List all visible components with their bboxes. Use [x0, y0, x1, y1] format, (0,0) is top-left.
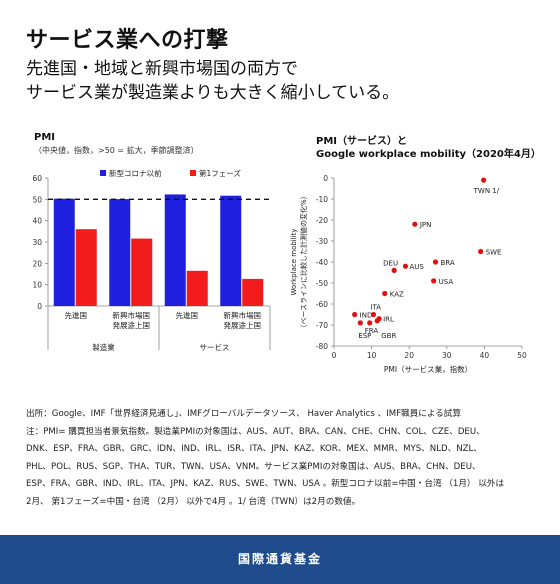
legend-swatch	[190, 170, 196, 176]
note-line: ESP、FRA、GBR、IND、IRL、ITA、JPN、KAZ、RUS、SWE、…	[26, 479, 505, 490]
y-tick-label: -20	[316, 216, 328, 225]
x-tick-label: 10	[367, 351, 377, 360]
scatter-point	[367, 320, 373, 326]
scatter-point	[402, 263, 409, 269]
point-label: IRL	[383, 316, 394, 324]
bar-phase1	[75, 229, 97, 306]
bar-pre-covid	[109, 199, 131, 306]
bar-pre-covid	[164, 194, 186, 306]
point-label: FRA	[365, 327, 379, 335]
x-tick-label: 30	[442, 351, 452, 360]
scatter-point	[391, 267, 397, 273]
bar-pre-covid	[220, 195, 242, 306]
right-chart-title-line-1: PMI（サービス）と	[316, 136, 408, 147]
scatter-point	[481, 177, 487, 183]
x-category-label: 先進国	[176, 310, 199, 320]
scatter-point	[432, 259, 439, 265]
y-tick-label: -40	[316, 258, 328, 267]
point-label: SWE	[486, 249, 502, 257]
x-tick-label: 40	[480, 351, 490, 360]
point-label: ESP	[358, 332, 371, 340]
y-axis-title: Workplace mobility	[290, 228, 298, 295]
y-tick-label: -70	[316, 321, 328, 330]
scatter-point	[370, 311, 377, 318]
point-label: KAZ	[390, 291, 404, 299]
scatter-point	[478, 248, 484, 255]
point-label: USA	[439, 278, 454, 286]
point-label: DEU	[383, 259, 398, 267]
note-line: 出所：Google、IMF「世界経済見通し」、IMFグローバルデータソース、 H…	[26, 409, 461, 419]
bar-phase1	[186, 270, 208, 306]
right-chart-title-line-2: Google workplace mobility（2020年4月）	[316, 149, 541, 160]
scatter-point	[374, 318, 380, 324]
x-category-label: 新興市場国	[224, 310, 262, 320]
point-label: AUS	[409, 263, 424, 271]
y-tick-label: -10	[316, 195, 328, 204]
bar-pre-covid	[53, 198, 75, 306]
x-tick-label: 20	[404, 351, 414, 360]
scatter-point	[357, 320, 363, 326]
x-category-label: 先進国	[65, 310, 88, 320]
legend-label: 新型コロナ以前	[109, 168, 162, 178]
point-label: BRA	[441, 259, 455, 267]
bar-phase1	[131, 238, 153, 306]
source-notes: 出所：Google、IMF「世界経済見通し」、IMFグローバルデータソース、 H…	[26, 406, 538, 512]
pmi-mobility-scatter-chart: 0 -10 -20 -30 -40 -50 -60 -70 -80 0 10 20 30 40 50 PMI（…	[290, 174, 527, 374]
footer-label: 国際通貨基金	[237, 552, 322, 566]
y-tick-label: 30	[32, 238, 42, 247]
x-tick-label: 50	[517, 351, 527, 360]
scatter-point	[382, 290, 388, 297]
point-label: JPN	[419, 221, 432, 229]
headline: サービス業への打撃	[26, 28, 229, 53]
legend-label: 第1フェーズ	[199, 168, 241, 178]
x-category-label: 新興市場国	[113, 310, 151, 320]
group-label: サービス	[200, 343, 230, 352]
group-label: 製造業	[92, 342, 115, 352]
y-tick-label: 0	[323, 174, 328, 183]
point-label: IND	[360, 312, 373, 320]
legend-swatch	[100, 170, 106, 176]
point-label: GBR	[381, 332, 396, 340]
note-line: DNK、ESP、FRA、GBR、GRC、IDN、IND、IRL、ISR、ITA、…	[26, 444, 482, 455]
y-tick-label: 20	[32, 259, 42, 268]
y-tick-label: 50	[32, 195, 42, 204]
footer-banner: 国際通貨基金	[0, 535, 560, 584]
scatter-point	[431, 278, 437, 284]
subtitle-line-1: 先進国・地域と新興市場国の両方で	[26, 59, 298, 79]
scatter-point	[352, 311, 358, 318]
note-line: 2月、 第1フェーズ=中国・台湾 （2月） 以外で4月 。1/ 台湾（TWN）は…	[26, 496, 361, 507]
x-axis-title: PMI（サービス業，指数）	[384, 364, 472, 374]
bar-phase1	[242, 278, 264, 306]
point-label: ITA	[370, 304, 381, 312]
point-label: TWN 1/	[473, 187, 500, 195]
subtitle-line-2: サービス業が製造業よりも大きく縮小している。	[26, 83, 400, 103]
y-tick-label: -60	[316, 300, 328, 309]
y-tick-label: 0	[37, 302, 42, 311]
y-tick-label: 60	[32, 174, 42, 183]
note-line: 注：PMI= 購買担当者景気指数。製造業PMIの対象国は、AUS、AUT、BRA…	[26, 426, 485, 437]
y-tick-label: 10	[32, 281, 42, 290]
left-chart-note: （中央値，指数，>50 = 拡大，季節調整済）	[34, 146, 199, 155]
y-tick-label: -30	[316, 237, 328, 246]
scatter-point	[412, 221, 418, 227]
x-category-label: 発展途上国	[224, 320, 262, 330]
x-tick-label: 0	[332, 351, 337, 360]
y-tick-label: -50	[316, 279, 328, 288]
x-category-label: 発展途上国	[113, 320, 151, 330]
y-axis-title: （ベースラインに比較した計測値の変化%）	[299, 192, 308, 331]
left-chart-title: PMI	[34, 132, 56, 143]
y-tick-label: -80	[316, 342, 328, 351]
y-tick-label: 40	[32, 217, 42, 226]
note-line: PHL、POL、RUS、SGP、THA、TUR、TWN、USA、VNM。サービス…	[26, 461, 481, 472]
